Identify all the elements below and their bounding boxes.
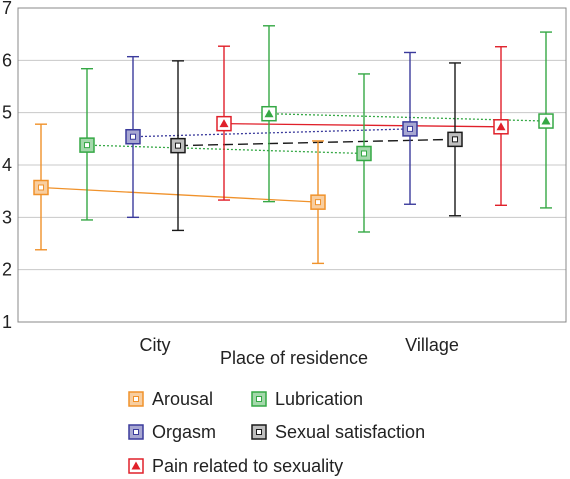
data-point <box>261 105 277 122</box>
y-tick-label: 5 <box>2 103 12 123</box>
legend-item: Arousal <box>128 389 213 409</box>
x-axis-title: Place of residence <box>220 348 368 368</box>
gridlines <box>18 59 566 271</box>
data-point <box>170 137 186 154</box>
data-point <box>216 115 232 132</box>
marker-glyph <box>452 136 458 143</box>
legend-label: Orgasm <box>152 422 216 442</box>
y-tick-label: 1 <box>2 312 12 332</box>
marker-glyph <box>131 461 141 470</box>
legend-swatch <box>128 458 144 474</box>
data-point <box>33 179 49 196</box>
marker-glyph <box>407 125 413 132</box>
x-axis-ticks: City Village <box>140 335 459 355</box>
legend-swatch <box>251 391 267 407</box>
data-point <box>310 194 326 210</box>
marker-glyph <box>133 396 139 402</box>
legend-swatch <box>128 391 144 407</box>
legend: Arousal Lubrication Orgasm Sexual satisfact… <box>128 389 425 476</box>
marker-glyph <box>256 396 262 402</box>
legend-item: Sexual satisfaction <box>251 422 425 442</box>
y-tick-label: 6 <box>2 50 12 70</box>
marker-glyph <box>315 199 321 206</box>
x-tick-label: Village <box>405 335 459 355</box>
y-tick-label: 7 <box>2 0 12 18</box>
plot-frame <box>17 7 567 323</box>
legend-item: Orgasm <box>128 422 216 442</box>
legend-label: Pain related to sexuality <box>152 456 343 476</box>
marker-glyph <box>130 133 136 140</box>
data-point <box>402 121 418 137</box>
legend-item: Lubrication <box>251 389 363 409</box>
marker-glyph <box>219 119 229 128</box>
data-point <box>538 113 554 129</box>
legend-item: Pain related to sexuality <box>128 456 343 476</box>
y-tick-label: 4 <box>2 155 12 175</box>
data-point <box>356 145 372 162</box>
legend-swatch <box>128 424 144 440</box>
marker-glyph <box>256 429 262 435</box>
marker-glyph <box>541 116 551 125</box>
marker-glyph <box>133 429 139 435</box>
data-markers <box>33 105 554 210</box>
marker-glyph <box>175 142 181 149</box>
marker-glyph <box>496 122 506 131</box>
y-tick-label: 3 <box>2 207 12 227</box>
marker-glyph <box>38 184 44 191</box>
data-point <box>79 137 95 153</box>
legend-label: Arousal <box>152 389 213 409</box>
x-tick-label: City <box>140 335 171 355</box>
data-point <box>125 128 141 145</box>
y-axis-ticks: 1 2 3 4 5 6 7 <box>2 0 12 332</box>
marker-glyph <box>264 109 274 118</box>
marker-glyph <box>361 150 367 157</box>
legend-swatch <box>251 424 267 440</box>
legend-label: Lubrication <box>275 389 363 409</box>
legend-label: Sexual satisfaction <box>275 422 425 442</box>
data-point <box>447 131 463 148</box>
marker-glyph <box>84 142 90 149</box>
y-tick-label: 2 <box>2 260 12 280</box>
data-point <box>493 119 509 135</box>
